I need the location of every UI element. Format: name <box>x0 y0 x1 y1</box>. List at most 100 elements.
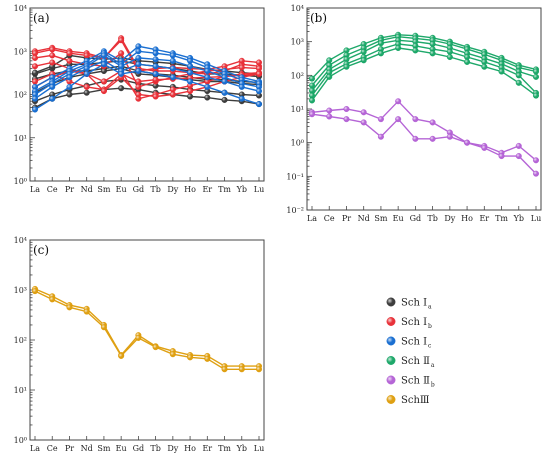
data-point <box>481 63 488 70</box>
data-point <box>395 44 402 51</box>
y-tick-label: 10² <box>291 71 304 80</box>
data-point <box>169 57 176 64</box>
x-tick-label-ho: Ho <box>461 214 473 223</box>
data-point <box>135 54 142 61</box>
legend-subscript: b <box>431 382 435 389</box>
x-tick-label-tm: Tm <box>495 214 508 223</box>
data-point <box>32 54 39 61</box>
x-tick-label-er: Er <box>479 214 489 223</box>
legend-label: Sch Ⅱa <box>401 356 435 369</box>
x-tick-label-lu: Lu <box>531 214 541 223</box>
data-point <box>83 308 90 315</box>
data-point <box>238 83 245 90</box>
x-tick-label-yb: Yb <box>236 185 247 194</box>
data-point <box>118 37 125 44</box>
legend-label: SchⅢ <box>401 395 430 406</box>
data-point <box>343 116 350 123</box>
data-point <box>32 78 39 85</box>
x-tick-label-pr: Pr <box>65 185 74 194</box>
legend-marker <box>386 356 396 365</box>
data-point <box>100 324 107 331</box>
series-line <box>34 54 260 96</box>
data-point <box>187 354 194 361</box>
data-point <box>32 288 39 295</box>
data-point <box>187 88 194 95</box>
data-point <box>83 70 90 77</box>
data-point <box>221 366 228 373</box>
data-point <box>256 59 263 66</box>
data-point <box>309 111 316 118</box>
data-point <box>429 135 436 142</box>
x-tick-label-lu: Lu <box>254 444 264 453</box>
y-tick-label: 10⁰ <box>14 177 27 186</box>
series-line <box>34 288 259 367</box>
y-tick-label: 10⁰ <box>291 139 304 148</box>
series-line <box>311 34 537 80</box>
legend-label: Sch Ⅰa <box>401 298 432 311</box>
data-point <box>152 56 159 63</box>
x-tick-label-nd: Nd <box>358 214 370 223</box>
data-point <box>204 74 211 81</box>
x-tick-label-er: Er <box>202 185 212 194</box>
legend-label: Sch Ⅱb <box>401 376 435 389</box>
data-point <box>515 142 522 149</box>
series-line <box>34 50 260 92</box>
x-tick-label-dy: Dy <box>167 444 178 453</box>
y-tick-label: 10⁰ <box>14 436 27 445</box>
data-point <box>169 65 176 72</box>
data-point <box>49 46 56 53</box>
data-point <box>49 296 56 303</box>
data-point <box>32 63 39 70</box>
data-point <box>83 89 90 96</box>
data-point <box>135 334 142 341</box>
legend-subscript: b <box>428 323 432 330</box>
data-point <box>256 101 263 108</box>
data-point <box>187 63 194 70</box>
data-point <box>429 119 436 126</box>
data-point <box>187 78 194 85</box>
x-tick-label-nd: Nd <box>81 444 93 453</box>
x-tick-label-la: La <box>307 214 317 223</box>
legend-marker <box>386 375 396 385</box>
data-point <box>135 78 142 85</box>
data-point <box>464 139 471 146</box>
x-tick-label-ho: Ho <box>184 444 196 453</box>
data-point <box>135 48 142 55</box>
legend-marker <box>386 297 396 307</box>
x-tick-label-pr: Pr <box>65 444 74 453</box>
data-point <box>343 105 350 112</box>
data-point <box>429 41 436 48</box>
y-tick-label: 10³ <box>14 47 27 56</box>
legend-marker <box>386 395 396 404</box>
data-point <box>498 153 505 160</box>
legend-label: Sch Ⅰc <box>401 337 432 350</box>
data-point <box>135 83 142 90</box>
data-point <box>515 153 522 160</box>
x-tick-label-eu: Eu <box>116 444 127 453</box>
x-tick-label-dy: Dy <box>444 214 455 223</box>
data-point <box>118 352 125 359</box>
x-tick-label-lu: Lu <box>254 185 264 194</box>
data-point <box>169 91 176 98</box>
data-point <box>169 351 176 358</box>
x-tick-label-la: La <box>30 444 40 453</box>
data-point <box>221 96 228 103</box>
data-point <box>446 48 453 55</box>
x-tick-label-ce: Ce <box>47 185 58 194</box>
data-point <box>221 89 228 96</box>
series-line <box>34 63 260 111</box>
data-point <box>169 74 176 81</box>
data-point <box>100 78 107 85</box>
x-tick-label-sm: Sm <box>374 214 387 223</box>
data-point <box>343 63 350 70</box>
data-point <box>118 70 125 77</box>
data-point <box>412 116 419 123</box>
series-line <box>311 39 537 92</box>
data-point <box>83 52 90 59</box>
data-point <box>326 107 333 114</box>
x-tick-label-er: Er <box>202 444 212 453</box>
data-point <box>533 170 540 177</box>
data-point <box>204 83 211 90</box>
data-point <box>135 67 142 74</box>
